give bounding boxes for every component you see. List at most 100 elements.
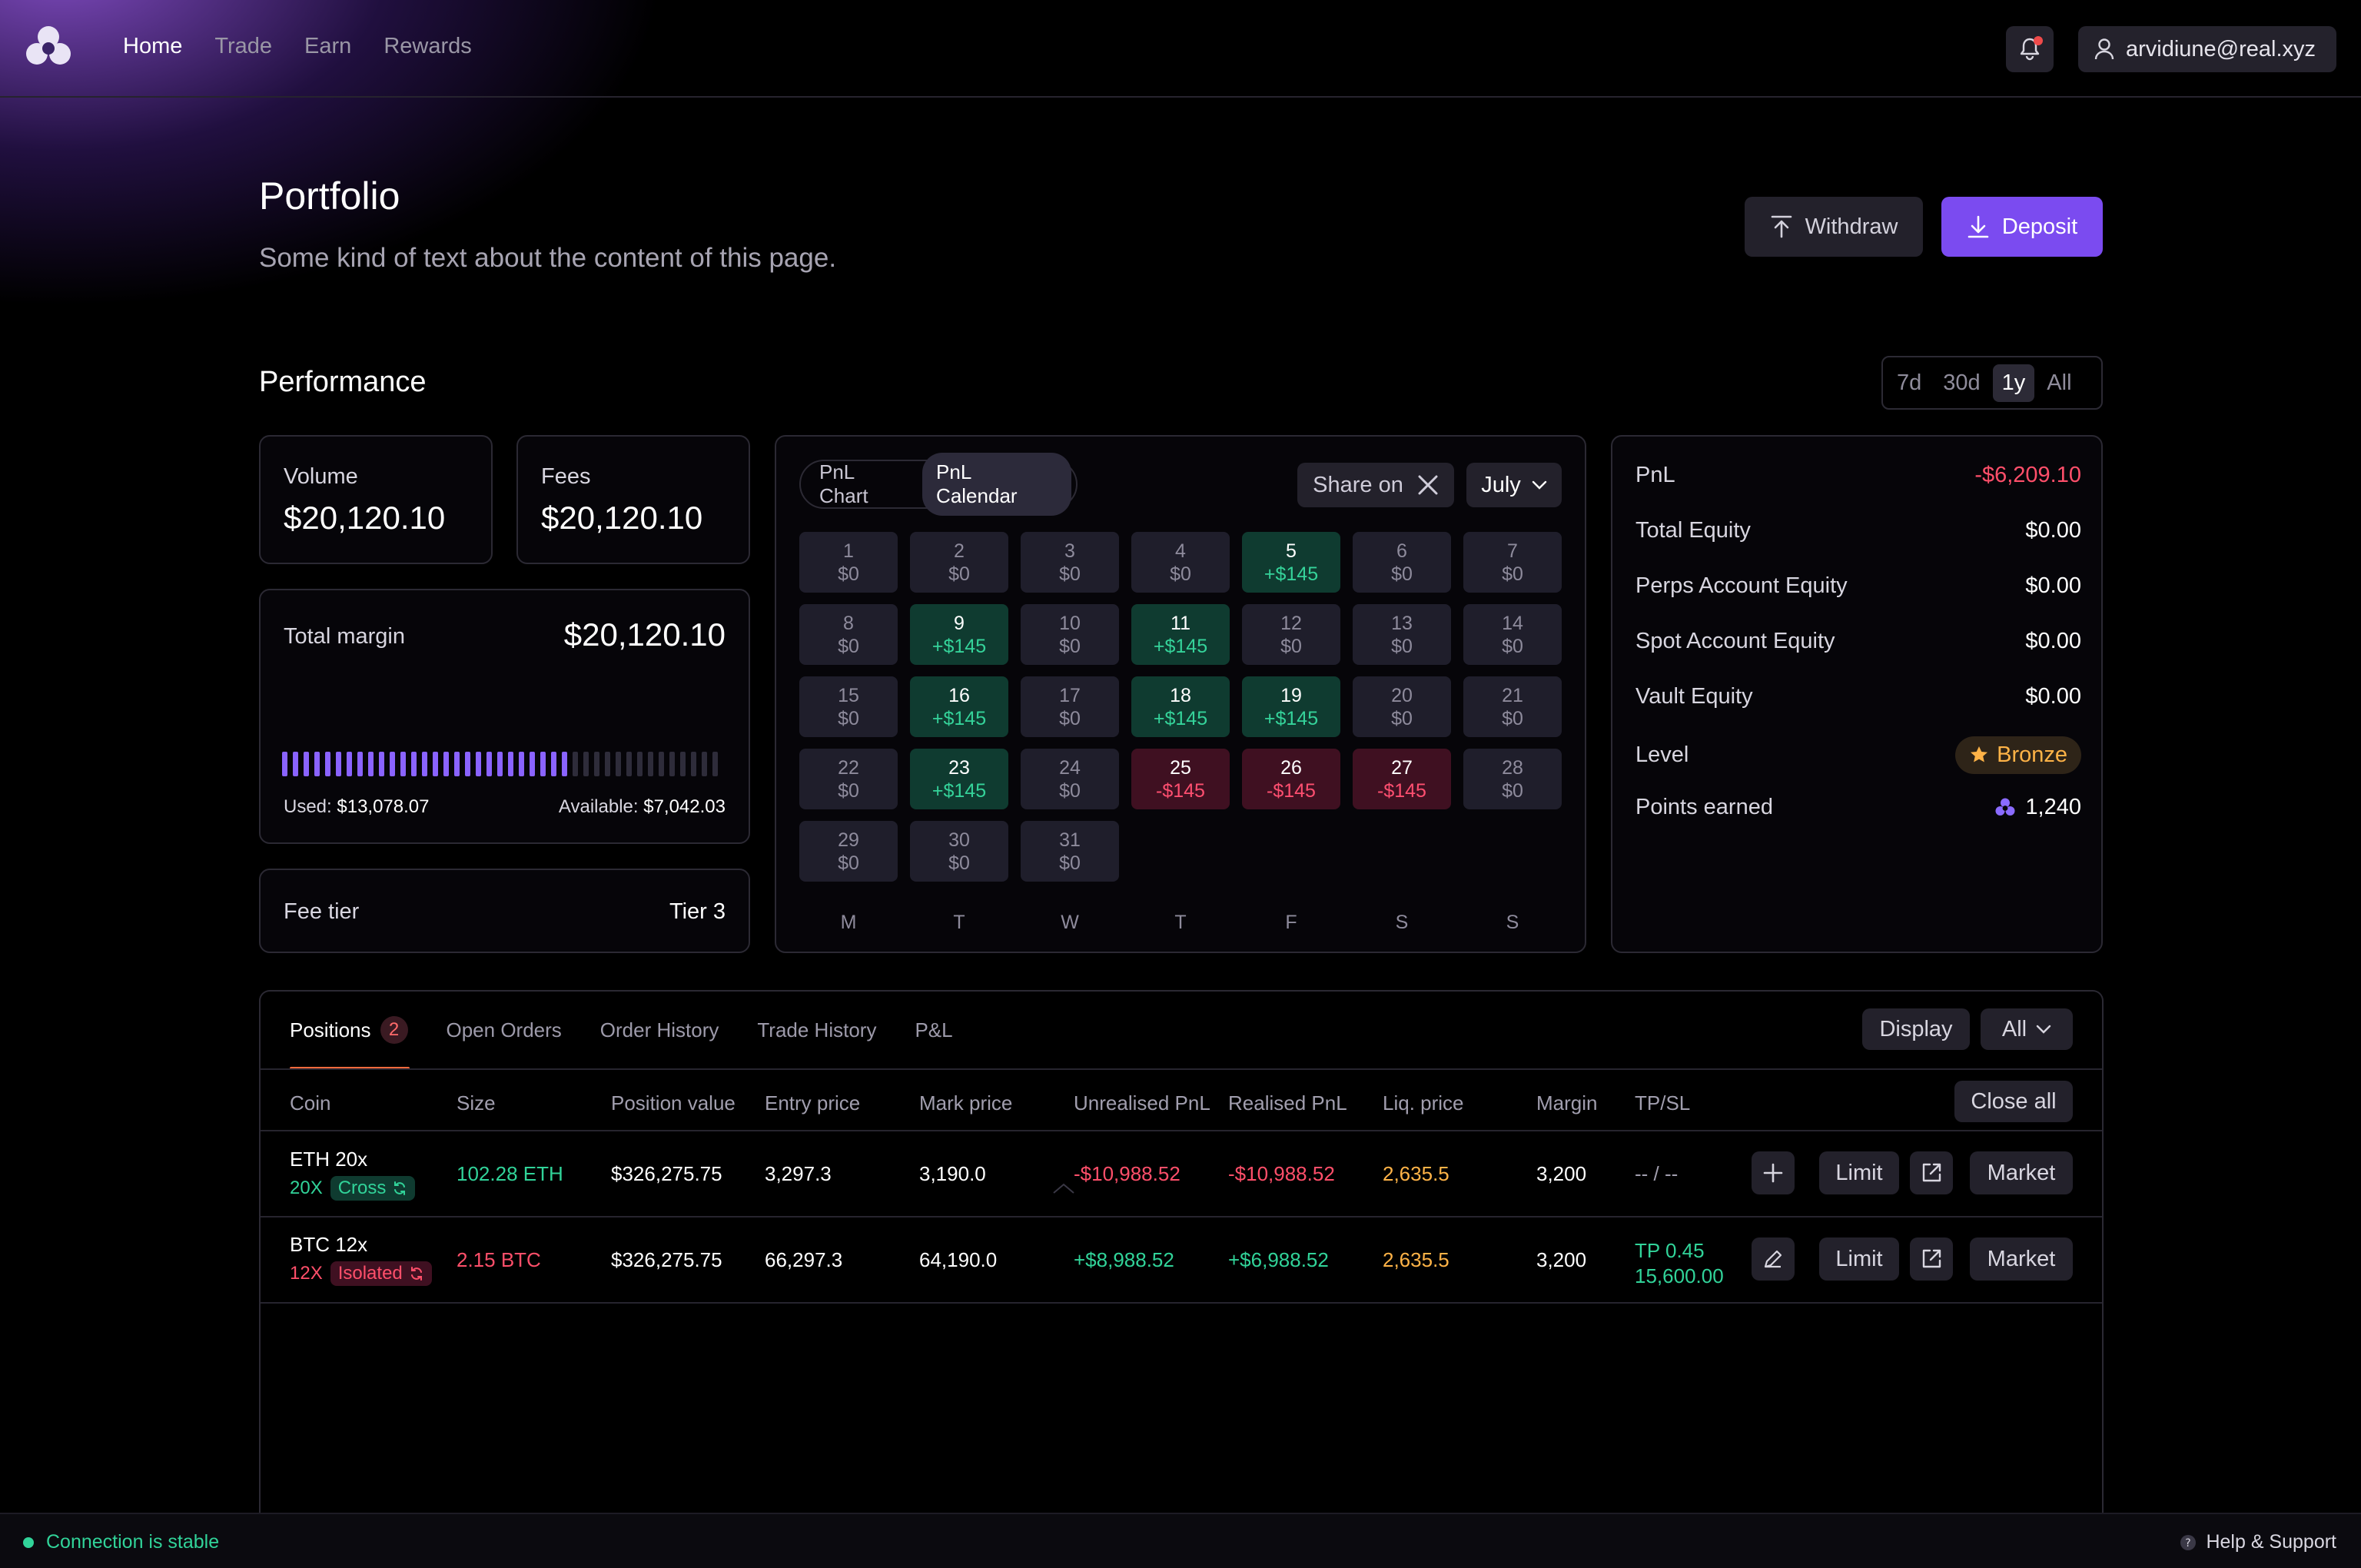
calendar-day[interactable]: 22 $0 bbox=[799, 749, 898, 809]
calendar-day[interactable]: 26 -$145 bbox=[1242, 749, 1340, 809]
user-icon bbox=[2094, 38, 2114, 60]
calendar-day[interactable]: 20 $0 bbox=[1353, 676, 1451, 737]
close-all-button[interactable]: Close all bbox=[1954, 1081, 2073, 1122]
calendar-day[interactable]: 16 +$145 bbox=[910, 676, 1008, 737]
calendar-day-pnl: $0 bbox=[1170, 563, 1191, 585]
tab-trade-history[interactable]: Trade History bbox=[757, 1018, 877, 1041]
calendar-day-number: 15 bbox=[838, 684, 859, 706]
available-value: $7,042.03 bbox=[643, 796, 726, 817]
fee-tier-label: Fee tier bbox=[284, 899, 360, 924]
calendar-day[interactable]: 7 $0 bbox=[1463, 532, 1562, 593]
calendar-day[interactable]: 10 $0 bbox=[1021, 604, 1119, 665]
range-all[interactable]: All bbox=[2047, 370, 2072, 395]
add-tpsl-button[interactable] bbox=[1752, 1151, 1795, 1194]
nav-earn[interactable]: Earn bbox=[304, 34, 352, 58]
range-30d[interactable]: 30d bbox=[1943, 370, 1981, 395]
calendar-day[interactable]: 24 $0 bbox=[1021, 749, 1119, 809]
nav-home[interactable]: Home bbox=[123, 34, 183, 58]
month-select[interactable]: July bbox=[1466, 463, 1562, 507]
calendar-day-pnl: $0 bbox=[838, 563, 859, 585]
margin-bar-segment bbox=[476, 752, 481, 776]
market-close-button[interactable]: Market bbox=[1970, 1237, 2073, 1281]
open-external-button[interactable] bbox=[1910, 1151, 1953, 1194]
calendar-day[interactable]: 18 +$145 bbox=[1131, 676, 1230, 737]
display-label: Display bbox=[1879, 1016, 1953, 1041]
calendar-day-number: 13 bbox=[1391, 612, 1413, 634]
calendar-day[interactable]: 12 $0 bbox=[1242, 604, 1340, 665]
nav-rewards[interactable]: Rewards bbox=[384, 34, 472, 58]
calendar-day-pnl: $0 bbox=[838, 779, 859, 802]
calendar-day[interactable]: 23 +$145 bbox=[910, 749, 1008, 809]
col-size: Size bbox=[457, 1091, 496, 1115]
filter-select[interactable]: All bbox=[1981, 1008, 2073, 1050]
tab-pnl-chart[interactable]: PnL Chart bbox=[819, 460, 868, 507]
range-7d[interactable]: 7d bbox=[1897, 370, 1922, 395]
margin-bar-segment bbox=[336, 752, 341, 776]
calendar-day[interactable]: 5 +$145 bbox=[1242, 532, 1340, 593]
calendar-day[interactable]: 19 +$145 bbox=[1242, 676, 1340, 737]
margin-bar-segment bbox=[551, 752, 556, 776]
margin-bar-segment bbox=[282, 752, 287, 776]
range-1y[interactable]: 1y bbox=[1992, 364, 2035, 402]
stat-points-wrap: 1,240 bbox=[1994, 795, 2081, 820]
market-close-button[interactable]: Market bbox=[1970, 1151, 2073, 1194]
calendar-day[interactable]: 29 $0 bbox=[799, 821, 898, 882]
calendar-day[interactable]: 21 $0 bbox=[1463, 676, 1562, 737]
calendar-day[interactable]: 3 $0 bbox=[1021, 532, 1119, 593]
calendar-day[interactable]: 9 +$145 bbox=[910, 604, 1008, 665]
tab-pnl-calendar[interactable]: PnL Calendar bbox=[922, 453, 1071, 516]
calendar-day[interactable]: 13 $0 bbox=[1353, 604, 1451, 665]
leverage-value: 20X bbox=[290, 1178, 323, 1198]
calendar-day-number: 3 bbox=[1064, 540, 1075, 562]
calendar-day[interactable]: 8 $0 bbox=[799, 604, 898, 665]
calendar-day[interactable]: 28 $0 bbox=[1463, 749, 1562, 809]
calendar-day[interactable]: 27 -$145 bbox=[1353, 749, 1451, 809]
stat-perps-label: Perps Account Equity bbox=[1635, 573, 1848, 598]
notifications-button[interactable] bbox=[2006, 26, 2054, 72]
tab-positions[interactable]: Positions 2 bbox=[290, 1015, 408, 1045]
open-external-button[interactable] bbox=[1910, 1237, 1953, 1281]
stat-level: Level Bronze bbox=[1635, 733, 2081, 776]
margin-bar-segment bbox=[422, 752, 427, 776]
margin-mode-tag[interactable]: Cross bbox=[330, 1176, 416, 1201]
tab-order-history[interactable]: Order History bbox=[599, 1018, 719, 1041]
withdraw-button[interactable]: Withdraw bbox=[1745, 197, 1923, 257]
help-support-link[interactable]: ? Help & Support bbox=[2180, 1531, 2336, 1553]
user-menu-button[interactable]: arvidiune@real.xyz bbox=[2078, 26, 2336, 72]
level-value: Bronze bbox=[1997, 742, 2067, 767]
calendar-day[interactable]: 2 $0 bbox=[910, 532, 1008, 593]
calendar-day-pnl: $0 bbox=[838, 852, 859, 874]
calendar-day[interactable]: 30 $0 bbox=[910, 821, 1008, 882]
calendar-day[interactable]: 15 $0 bbox=[799, 676, 898, 737]
calendar-day[interactable]: 4 $0 bbox=[1131, 532, 1230, 593]
calendar-day[interactable]: 17 $0 bbox=[1021, 676, 1119, 737]
calendar-day-pnl: +$145 bbox=[1264, 707, 1319, 729]
calendar-day[interactable]: 11 +$145 bbox=[1131, 604, 1230, 665]
calendar-day[interactable]: 31 $0 bbox=[1021, 821, 1119, 882]
margin-bar-segment bbox=[680, 752, 686, 776]
tab-pnl[interactable]: P&L bbox=[915, 1018, 953, 1041]
download-icon bbox=[1968, 215, 1989, 238]
limit-close-button[interactable]: Limit bbox=[1819, 1237, 1899, 1281]
margin-bar-segment bbox=[562, 752, 567, 776]
volume-value: $20,120.10 bbox=[284, 500, 446, 536]
limit-label: Limit bbox=[1835, 1246, 1883, 1271]
nav-trade[interactable]: Trade bbox=[214, 34, 273, 58]
tab-open-orders[interactable]: Open Orders bbox=[446, 1018, 562, 1041]
deposit-button[interactable]: Deposit bbox=[1941, 197, 2103, 257]
calendar-day-pnl: $0 bbox=[838, 635, 859, 657]
calendar-day[interactable]: 25 -$145 bbox=[1131, 749, 1230, 809]
calendar-day[interactable]: 1 $0 bbox=[799, 532, 898, 593]
logo-icon[interactable] bbox=[23, 23, 74, 74]
margin-mode-tag[interactable]: Isolated bbox=[330, 1261, 432, 1286]
fees-label: Fees bbox=[541, 464, 591, 489]
edit-tpsl-button[interactable] bbox=[1752, 1237, 1795, 1281]
limit-close-button[interactable]: Limit bbox=[1819, 1151, 1899, 1194]
share-on-x-button[interactable]: Share on bbox=[1297, 463, 1454, 507]
realised-pnl: +$6,988.52 bbox=[1228, 1248, 1329, 1271]
margin-bar-segment bbox=[304, 752, 309, 776]
display-button[interactable]: Display bbox=[1862, 1008, 1970, 1050]
calendar-day[interactable]: 14 $0 bbox=[1463, 604, 1562, 665]
calendar-day[interactable]: 6 $0 bbox=[1353, 532, 1451, 593]
calendar-day-number: 10 bbox=[1059, 612, 1081, 634]
